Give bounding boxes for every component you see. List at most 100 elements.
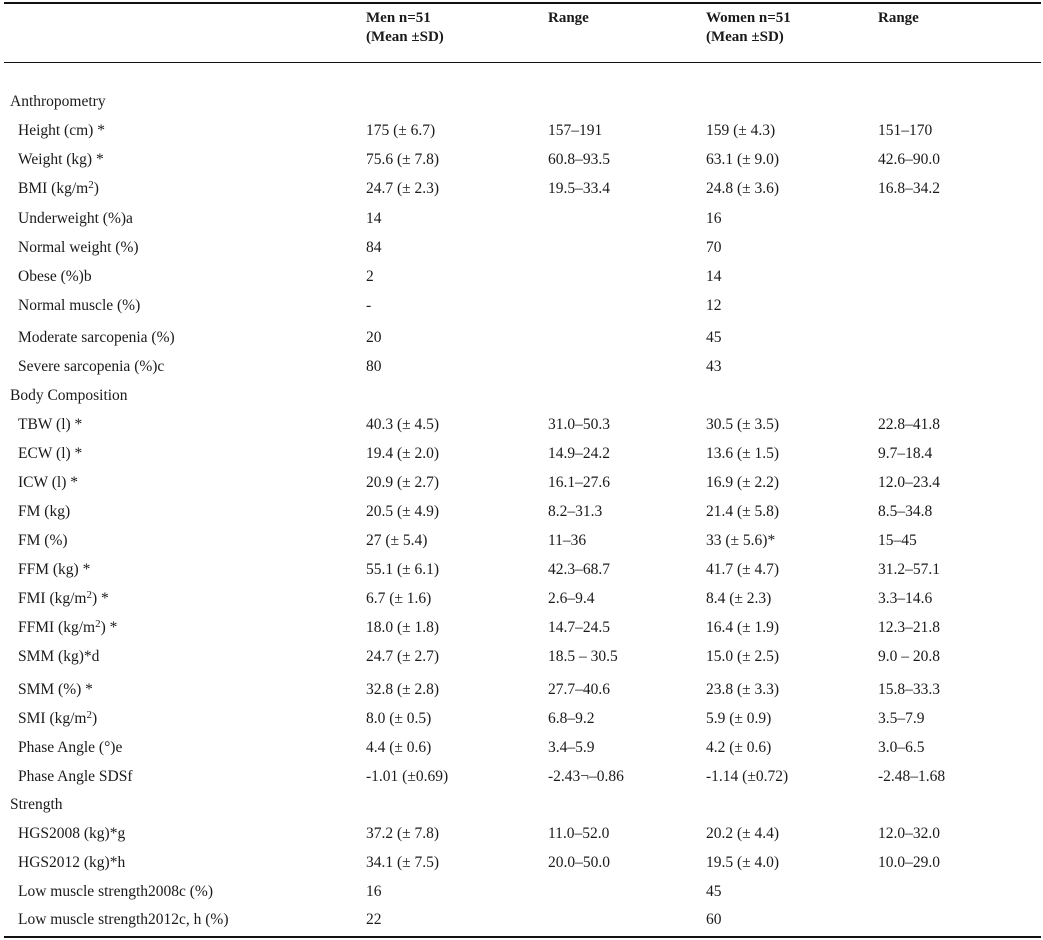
row-label-text: Body Composition (10, 387, 128, 404)
row-label: Height (cm) * (18, 116, 105, 145)
row-label-superscript: 2 (86, 589, 92, 601)
row-label: Underweight (%)a (18, 204, 133, 233)
men-mean-cell: 37.2 (± 7.8) (366, 825, 440, 842)
header-men: Men n=51 (Mean ±SD) (366, 10, 444, 45)
row-label: SMM (%) * (18, 675, 93, 704)
row-label-text: Weight (kg) * (18, 151, 104, 168)
women-mean-cell: 5.9 (± 0.9) (706, 710, 772, 727)
table-top-rule (4, 2, 1041, 4)
table-row: Normal muscle (%) - 12 (0, 291, 1043, 320)
women-range-cell: 12.0–32.0 (878, 825, 940, 842)
men-mean-cell: 24.7 (± 2.3) (366, 180, 440, 197)
women-range-cell: 151–170 (878, 122, 933, 139)
table-row: FM (%) 27 (± 5.4) 11–36 33 (± 5.6)* 15–45 (0, 526, 1043, 555)
row-label: ICW (l) * (18, 468, 78, 497)
women-mean-cell: -1.14 (±0.72) (706, 768, 789, 785)
row-label-text: FFMI (kg/m (18, 619, 96, 636)
men-range-cell: 16.1–27.6 (548, 474, 610, 491)
men-mean-cell: 32.8 (± 2.8) (366, 681, 440, 698)
row-label-suffix: ) * (100, 619, 118, 636)
table-row: BMI (kg/m2) 24.7 (± 2.3) 19.5–33.4 24.8 (± … (0, 174, 1043, 203)
row-label: BMI (kg/m2) (18, 174, 99, 203)
section-row: Body Composition (0, 381, 1043, 410)
men-range-cell: 3.4–5.9 (548, 739, 595, 756)
row-label-suffix: ) (91, 710, 98, 727)
women-mean-cell: 16.9 (± 2.2) (706, 474, 780, 491)
row-label: HGS2008 (kg)*g (18, 819, 125, 848)
row-label: FFM (kg) * (18, 555, 90, 584)
women-mean-cell: 30.5 (± 3.5) (706, 416, 780, 433)
row-label: Obese (%)b (18, 262, 92, 291)
row-label-text: BMI (kg/m (18, 180, 89, 197)
row-label-text: HGS2008 (kg)*g (18, 825, 126, 842)
men-mean-cell: 55.1 (± 6.1) (366, 561, 440, 578)
row-label: Phase Angle SDSf (18, 762, 133, 791)
row-label: ECW (l) * (18, 439, 82, 468)
row-label-text: FM (kg) (18, 503, 71, 520)
row-label-text: Phase Angle SDSf (18, 768, 133, 785)
section-label: Anthropometry (10, 87, 106, 116)
table-row: FFMI (kg/m2) * 18.0 (± 1.8) 14.7–24.5 16.4 … (0, 613, 1043, 642)
header-rule (4, 62, 1041, 63)
row-label-text: Normal weight (%) (18, 239, 139, 256)
row-label-text: Moderate sarcopenia (%) (18, 329, 175, 346)
men-mean-cell: 16 (366, 883, 382, 900)
row-label: FM (%) (18, 526, 68, 555)
men-mean-cell: 19.4 (± 2.0) (366, 445, 440, 462)
table-row: Obese (%)b 2 14 (0, 262, 1043, 291)
row-label-text: FMI (kg/m (18, 590, 87, 607)
men-mean-cell: 6.7 (± 1.6) (366, 590, 432, 607)
women-range-cell: 31.2–57.1 (878, 561, 940, 578)
men-range-cell: 27.7–40.6 (548, 681, 610, 698)
men-mean-cell: -1.01 (±0.69) (366, 768, 449, 785)
women-mean-cell: 63.1 (± 9.0) (706, 151, 780, 168)
men-mean-cell: 18.0 (± 1.8) (366, 619, 440, 636)
table-row: HGS2012 (kg)*h 34.1 (± 7.5) 20.0–50.0 19.5 … (0, 848, 1043, 877)
women-range-cell: 42.6–90.0 (878, 151, 940, 168)
row-label-text: TBW (l) * (18, 416, 83, 433)
men-mean-cell: 20.9 (± 2.7) (366, 474, 440, 491)
header-range-men: Range (548, 10, 589, 26)
table-bottom-rule (4, 936, 1041, 938)
row-label-text: Severe sarcopenia (%)c (18, 358, 165, 375)
men-range-cell: 19.5–33.4 (548, 180, 610, 197)
table-row: Low muscle strength2008c (%) 16 45 (0, 877, 1043, 906)
row-label: SMM (kg)*d (18, 642, 99, 671)
men-range-cell: 11–36 (548, 532, 587, 549)
row-label: Normal weight (%) (18, 233, 139, 262)
women-mean-cell: 60 (706, 911, 722, 928)
men-range-cell: 8.2–31.3 (548, 503, 603, 520)
row-label-text: Obese (%)b (18, 268, 92, 285)
row-label-superscript: 2 (86, 709, 92, 721)
women-mean-cell: 159 (± 4.3) (706, 122, 776, 139)
men-range-cell: 20.0–50.0 (548, 854, 610, 871)
row-label: FM (kg) (18, 497, 70, 526)
row-label-text: ICW (l) * (18, 474, 78, 491)
section-label: Strength (10, 790, 63, 819)
row-label-superscript: 2 (95, 618, 101, 630)
women-range-cell: 15.8–33.3 (878, 681, 940, 698)
table-row: Phase Angle (°)e 4.4 (± 0.6) 3.4–5.9 4.2 (±… (0, 733, 1043, 762)
men-range-cell: 6.8–9.2 (548, 710, 595, 727)
women-range-cell: 22.8–41.8 (878, 416, 940, 433)
table-row: Phase Angle SDSf -1.01 (±0.69) -2.43¬–0.86… (0, 762, 1043, 791)
men-mean-cell: 75.6 (± 7.8) (366, 151, 440, 168)
table-row: Underweight (%)a 14 16 (0, 204, 1043, 233)
women-mean-cell: 16 (706, 210, 722, 227)
men-range-cell: 42.3–68.7 (548, 561, 610, 578)
table-row: Height (cm) * 175 (± 6.7) 157–191 159 (± 4.… (0, 116, 1043, 145)
women-mean-cell: 70 (706, 239, 722, 256)
men-mean-cell: 22 (366, 911, 382, 928)
men-mean-cell: 80 (366, 358, 382, 375)
women-mean-cell: 12 (706, 297, 722, 314)
women-range-cell: 10.0–29.0 (878, 854, 940, 871)
table-row: SMI (kg/m2) 8.0 (± 0.5) 6.8–9.2 5.9 (± 0.9)… (0, 704, 1043, 733)
row-label-text: Underweight (%)a (18, 210, 133, 227)
women-mean-cell: 45 (706, 329, 722, 346)
table-row: Moderate sarcopenia (%) 20 45 (0, 323, 1043, 352)
row-label-text: Phase Angle (°)e (18, 739, 123, 756)
men-range-cell: 60.8–93.5 (548, 151, 610, 168)
women-mean-cell: 45 (706, 883, 722, 900)
women-range-cell: 15–45 (878, 532, 917, 549)
row-label-text: FM (%) (18, 532, 68, 549)
